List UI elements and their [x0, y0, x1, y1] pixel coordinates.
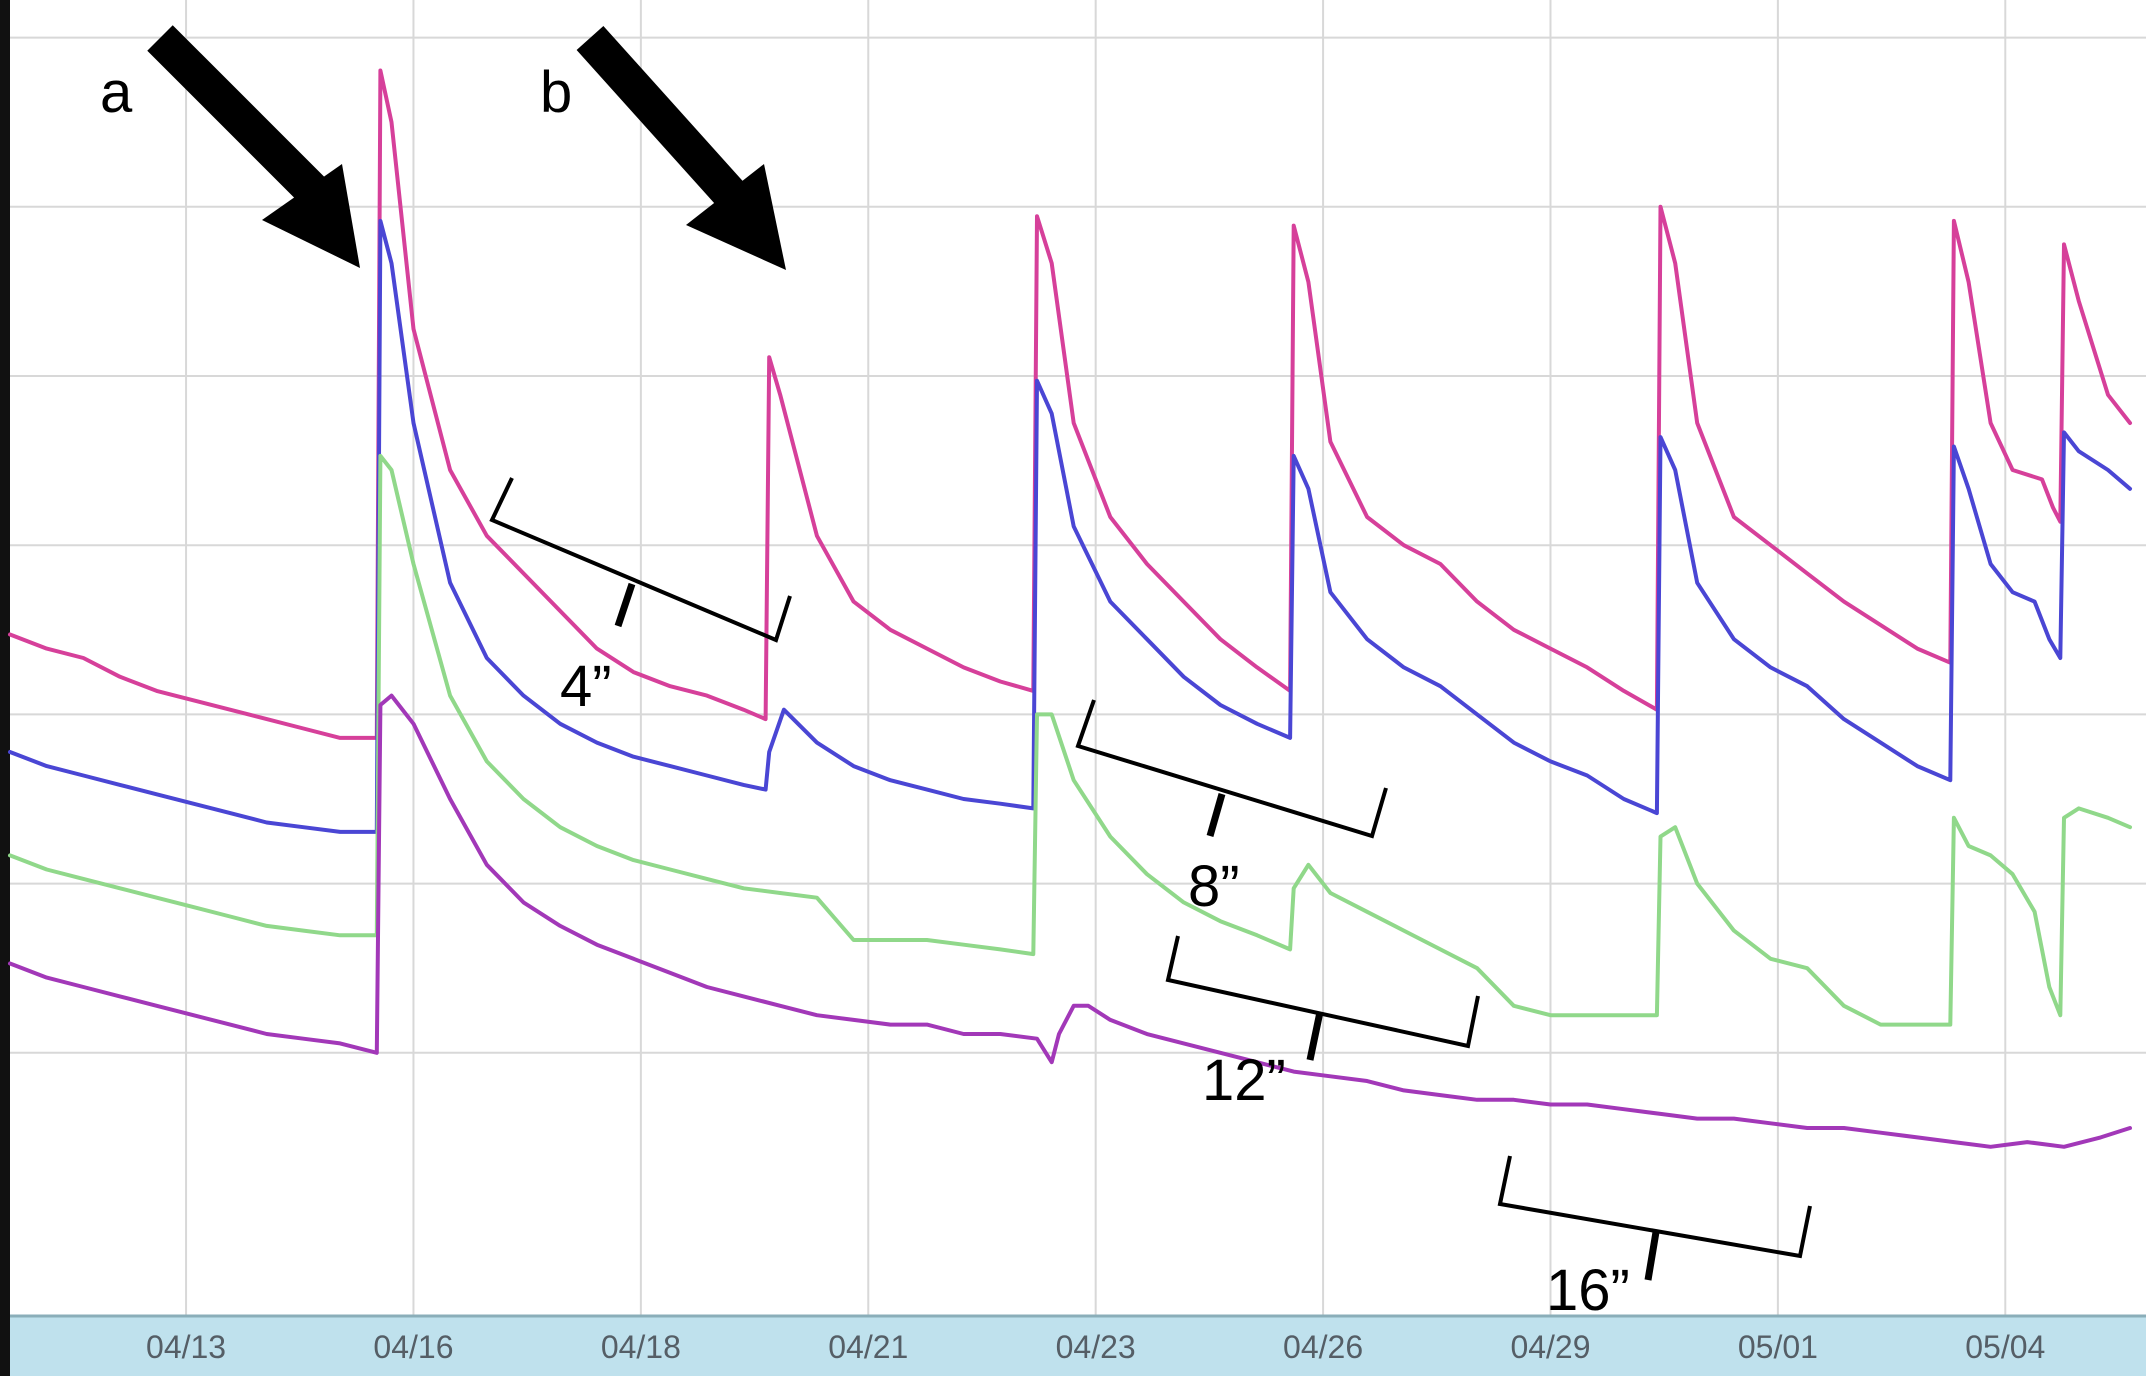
grid — [10, 0, 2146, 1316]
bracket-4-inch — [489, 477, 792, 643]
x-tick-label: 05/04 — [1965, 1329, 2045, 1365]
x-tick-label: 04/13 — [146, 1329, 226, 1365]
x-tick-label: 04/26 — [1283, 1329, 1363, 1365]
x-tick-labels: 04/13 04/16 04/18 04/21 04/23 04/26 04/29 05/01… — [146, 1329, 2045, 1365]
bracket-label-16-inch: 16” — [1546, 1258, 1630, 1323]
arrow-label-b: b — [540, 60, 572, 125]
x-axis-band — [10, 1316, 2146, 1376]
x-tick-label: 04/23 — [1056, 1329, 1136, 1365]
series-line-2 — [8, 218, 2132, 834]
series-line-1 — [8, 68, 2132, 740]
bracket-label-8-inch: 8” — [1188, 854, 1240, 919]
arrow-b — [576, 25, 786, 270]
x-tick-label: 04/16 — [373, 1329, 453, 1365]
arrow-a — [147, 25, 360, 268]
bracket-8-inch — [1075, 699, 1388, 839]
x-tick-label: 04/29 — [1510, 1329, 1590, 1365]
left-edge-strip — [0, 0, 10, 1376]
series-line-4 — [8, 693, 2132, 1149]
series-line-3 — [8, 453, 2132, 1027]
bracket-16-inch — [1497, 1155, 1812, 1281]
x-tick-label: 04/18 — [601, 1329, 681, 1365]
bracket-label-12-inch: 12” — [1202, 1048, 1286, 1113]
x-tick-label: 05/01 — [1738, 1329, 1818, 1365]
series-lines — [8, 68, 2132, 1149]
arrow-label-a: a — [100, 60, 133, 125]
x-tick-label: 04/21 — [828, 1329, 908, 1365]
bracket-12-inch — [1165, 935, 1480, 1061]
bracket-label-4-inch: 4” — [560, 654, 612, 719]
